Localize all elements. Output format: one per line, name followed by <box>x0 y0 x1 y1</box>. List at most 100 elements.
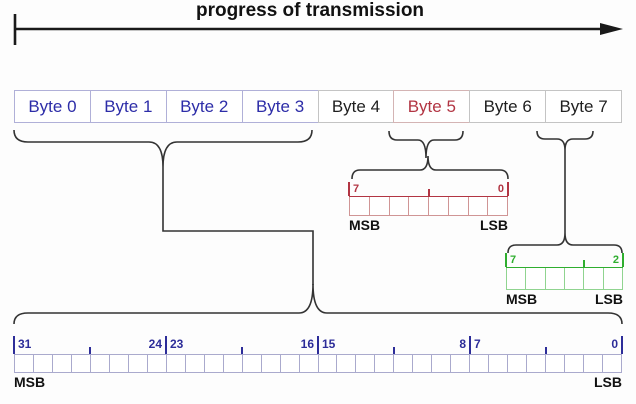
msb-label: MSB <box>14 374 46 390</box>
page-title: progress of transmission <box>195 0 425 21</box>
bit-cell <box>488 197 507 215</box>
bit-cell <box>526 268 546 289</box>
bit-cell <box>527 355 547 372</box>
byte-cell-3: Byte 3 <box>241 90 319 123</box>
byte-label: Byte 6 <box>483 96 532 116</box>
bit-cell <box>261 355 281 372</box>
bit-cell <box>204 355 224 372</box>
bit-cell <box>71 355 91 372</box>
bit-cell <box>109 355 129 372</box>
byte-cell-0: Byte 0 <box>14 90 91 123</box>
brace-byte5 <box>388 130 464 159</box>
arrow-head-icon <box>600 23 623 35</box>
byte-cell-2: Byte 2 <box>165 90 243 123</box>
lsb-label: LSB <box>480 217 508 233</box>
byte-cell-4: Byte 4 <box>317 90 395 123</box>
bit-cell <box>507 268 527 289</box>
bit-cell <box>375 355 395 372</box>
bit-cell <box>429 197 449 215</box>
byte-label: Byte 1 <box>104 96 153 116</box>
bit-cell <box>223 355 243 372</box>
bit-cell <box>451 355 471 372</box>
bit-cells <box>14 355 622 373</box>
bit-index-label: 0 <box>497 183 504 195</box>
byte-boundary-tick <box>13 336 15 354</box>
nibble-boundary-tick <box>393 347 395 354</box>
byte-cell-5: Byte 5 <box>393 90 471 123</box>
bit-index-label: 23 <box>170 337 184 351</box>
bit-cell <box>90 355 110 372</box>
byte7-bit-register: 7 2 MSB LSB <box>505 253 624 306</box>
bit-cell <box>603 355 621 372</box>
bit-cell <box>603 268 622 289</box>
byte-label: Byte 2 <box>180 96 229 116</box>
brace-byte7-register <box>507 232 623 254</box>
byte-label: Byte 5 <box>407 96 456 116</box>
bit-cell <box>280 355 300 372</box>
bit-cell <box>389 197 410 215</box>
byte-boundary-tick <box>469 336 471 354</box>
bit-cells <box>349 197 508 216</box>
bit-cell <box>15 355 34 372</box>
bit-cell <box>584 268 604 289</box>
byte-boundary-tick <box>621 336 623 354</box>
byte-boundary-tick <box>165 336 167 354</box>
nibble-boundary-tick <box>582 260 585 267</box>
byte-cell-6: Byte 6 <box>469 90 547 123</box>
nibble-boundary-tick <box>89 347 91 354</box>
byte-label: Byte 7 <box>559 96 608 116</box>
bit-index-label: 24 <box>148 337 162 351</box>
bit-index-label: 8 <box>459 337 466 351</box>
bit-index-label: 0 <box>611 337 618 351</box>
bit-cell <box>350 197 370 215</box>
word-bit-register: 31 24 23 16 15 8 7 0 MSB LSB <box>13 336 623 389</box>
byte-cell-7: Byte 7 <box>545 90 622 123</box>
bit-cell <box>564 268 585 289</box>
bit-cell <box>584 355 604 372</box>
connector-word-register <box>162 167 314 285</box>
bit-cell <box>356 355 376 372</box>
bit-cells <box>506 268 623 290</box>
byte-boundary-tick <box>622 253 624 267</box>
bit-cell <box>546 355 566 372</box>
bit-index-label: 31 <box>18 337 32 351</box>
bit-index-label: 2 <box>612 254 619 266</box>
endian-labels: MSB LSB <box>349 218 508 232</box>
endian-labels: MSB LSB <box>14 375 622 389</box>
bit-index-label: 15 <box>322 337 336 351</box>
bit-index-label: 7 <box>510 254 517 266</box>
bit-cell <box>299 355 319 372</box>
brace-byte5-register <box>351 155 509 180</box>
nibble-boundary-tick <box>241 347 243 354</box>
bit-cell <box>128 355 148 372</box>
bit-cell <box>448 197 469 215</box>
bit-cell <box>147 355 167 372</box>
nibble-boundary-tick <box>427 189 430 196</box>
bit-cell <box>337 355 357 372</box>
bit-cell <box>52 355 72 372</box>
bit-cell <box>432 355 452 372</box>
bit-cell <box>508 355 528 372</box>
bit-index-label: 16 <box>300 337 314 351</box>
bit-index-label: 7 <box>353 183 360 195</box>
bit-cell <box>545 268 565 289</box>
endian-labels: MSB LSB <box>506 292 623 306</box>
bit-cell <box>369 197 390 215</box>
bit-cell <box>394 355 414 372</box>
msb-label: MSB <box>506 291 538 307</box>
byte5-bit-register: 7 0 MSB LSB <box>348 182 509 232</box>
bit-cell <box>185 355 205 372</box>
msb-label: MSB <box>349 217 381 233</box>
byte-boundary-tick <box>505 253 507 267</box>
nibble-boundary-tick <box>545 347 547 354</box>
byte-cell-1: Byte 1 <box>89 90 167 123</box>
bit-cell <box>468 197 489 215</box>
brace-bytes0-3 <box>13 129 313 168</box>
bit-cell <box>489 355 509 372</box>
brace-byte7 <box>536 130 594 151</box>
bit-cell <box>242 355 262 372</box>
byte-row: Byte 0 Byte 1 Byte 2 Byte 3 Byte 4 Byte 5 Byte… <box>14 90 622 123</box>
bit-cell <box>413 355 433 372</box>
